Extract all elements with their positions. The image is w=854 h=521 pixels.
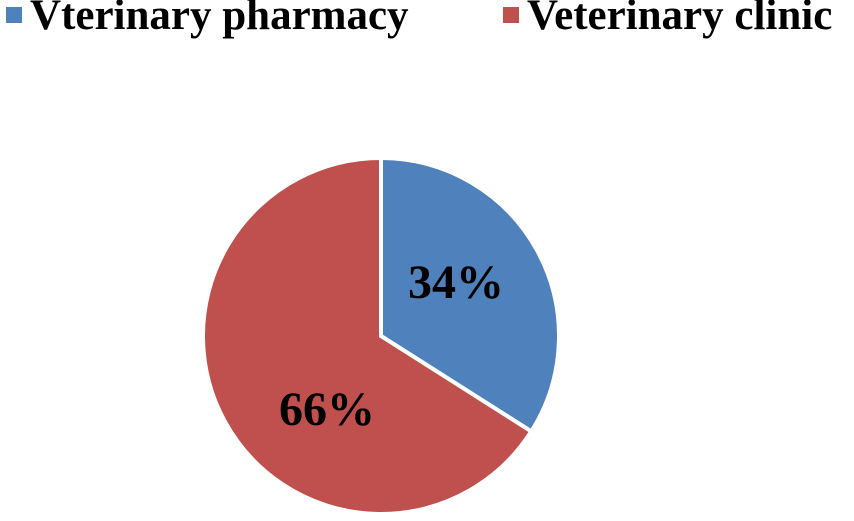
legend-swatch-vterinary-pharmacy bbox=[6, 7, 22, 23]
slice-veterinary-clinic bbox=[201, 155, 535, 516]
data-label-veterinary-clinic: 66% bbox=[279, 383, 375, 436]
legend-label-veterinary-clinic: Veterinary clinic bbox=[527, 0, 833, 39]
data-label-vterinary-pharmacy: 34% bbox=[408, 256, 504, 309]
chart-legend: Vterinary pharmacy Veterinary clinic bbox=[0, 0, 854, 44]
legend-swatch-veterinary-clinic bbox=[503, 7, 519, 23]
legend-label-vterinary-pharmacy: Vterinary pharmacy bbox=[30, 0, 409, 39]
